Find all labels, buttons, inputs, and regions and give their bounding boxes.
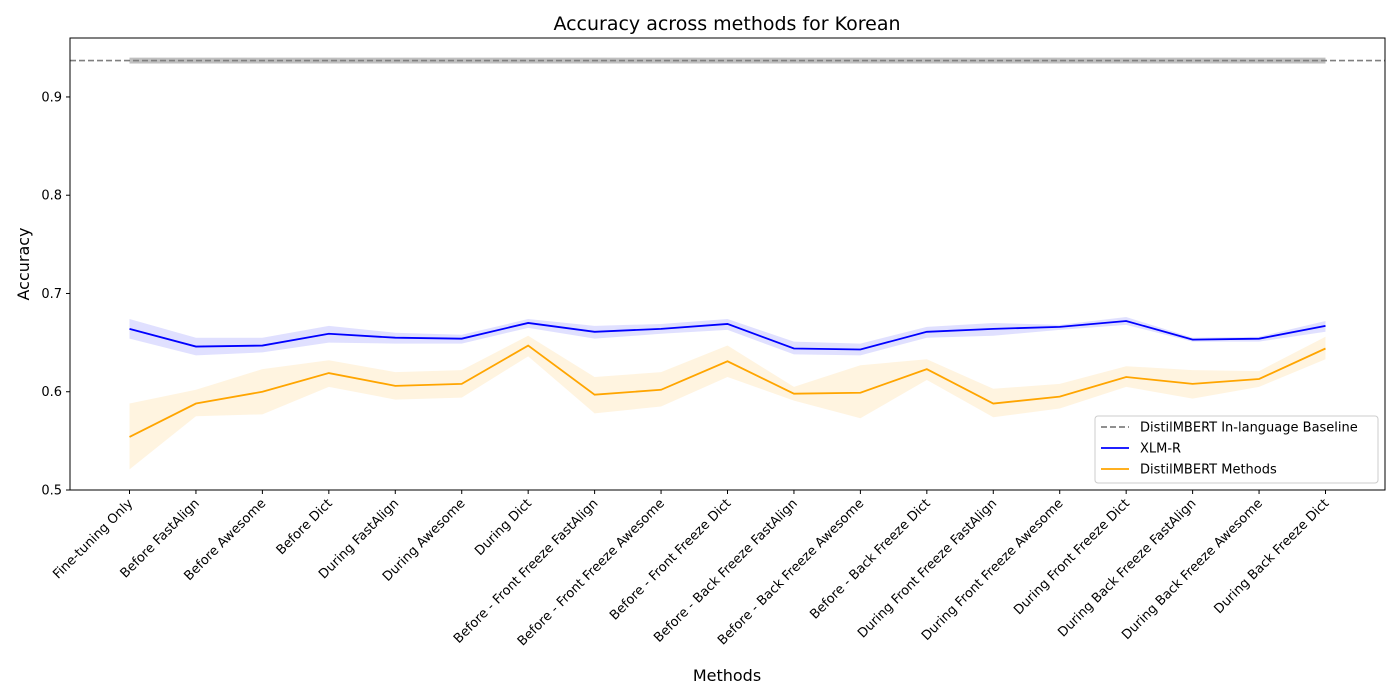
plot-area xyxy=(70,57,1385,470)
chart-title: Accuracy across methods for Korean xyxy=(553,13,900,35)
series-0-confidence-band xyxy=(129,317,1326,356)
legend-label: DistilMBERT Methods xyxy=(1140,463,1277,478)
legend-label: DistilMBERT In-language Baseline xyxy=(1140,421,1358,436)
y-tick-label: 0.5 xyxy=(41,484,62,499)
legend-label: XLM-R xyxy=(1140,442,1181,457)
y-tick-label: 0.9 xyxy=(41,90,62,105)
legend: DistilMBERT In-language Baseline XLM-R Dis… xyxy=(1094,415,1379,484)
y-tick-label: 0.8 xyxy=(41,189,62,204)
series-1-line xyxy=(129,344,1326,438)
y-axis-label: Accuracy xyxy=(14,227,33,300)
series-1-confidence-band xyxy=(129,335,1326,470)
y-axis: 0.5 0.6 0.7 0.8 0.9 xyxy=(41,90,70,499)
y-tick-label: 0.6 xyxy=(41,385,62,400)
y-tick-label: 0.7 xyxy=(41,287,62,302)
series-0-line xyxy=(129,320,1326,351)
legend-box xyxy=(1094,415,1379,484)
x-axis-label: Methods xyxy=(693,666,761,685)
